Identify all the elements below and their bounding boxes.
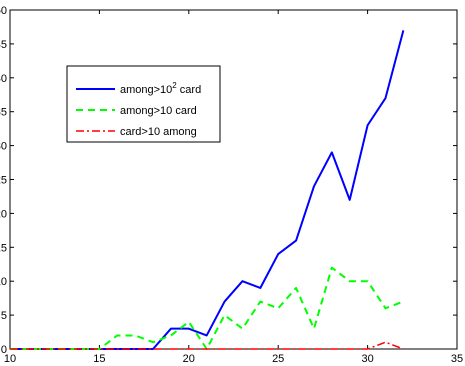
x-tick-label: 10 bbox=[4, 353, 16, 365]
legend-label-among-10-card: among>10 card bbox=[120, 105, 197, 117]
series-lines bbox=[10, 30, 405, 350]
y-tick-label: 30 bbox=[0, 141, 7, 153]
y-tick-label: 40 bbox=[0, 73, 7, 85]
y-tick-label: 45 bbox=[0, 39, 7, 51]
y-tick-label: 50 bbox=[0, 5, 7, 17]
x-tick-label: 25 bbox=[272, 353, 284, 365]
legend-label-card-10-among: card>10 among bbox=[120, 126, 197, 138]
legend-box bbox=[66, 65, 221, 143]
y-tick-label: 5 bbox=[1, 310, 7, 322]
x-tick-label: 30 bbox=[361, 353, 373, 365]
y-tick-label: 35 bbox=[0, 107, 7, 119]
y-tick-label: 15 bbox=[0, 242, 7, 254]
x-tick-label: 20 bbox=[183, 353, 195, 365]
y-tick-label: 0 bbox=[1, 344, 7, 356]
y-tick-label: 20 bbox=[0, 208, 7, 220]
y-tick-label: 25 bbox=[0, 175, 7, 187]
legend-label-among-102-card: among>102 card bbox=[120, 81, 201, 96]
legend: among>102 card among>10 card card>10 amo… bbox=[66, 65, 221, 143]
plot-area bbox=[9, 9, 458, 350]
x-tick-label: 35 bbox=[451, 353, 463, 365]
y-tick-label: 10 bbox=[0, 276, 7, 288]
x-tick-label: 15 bbox=[93, 353, 105, 365]
series-line-2 bbox=[10, 341, 404, 350]
